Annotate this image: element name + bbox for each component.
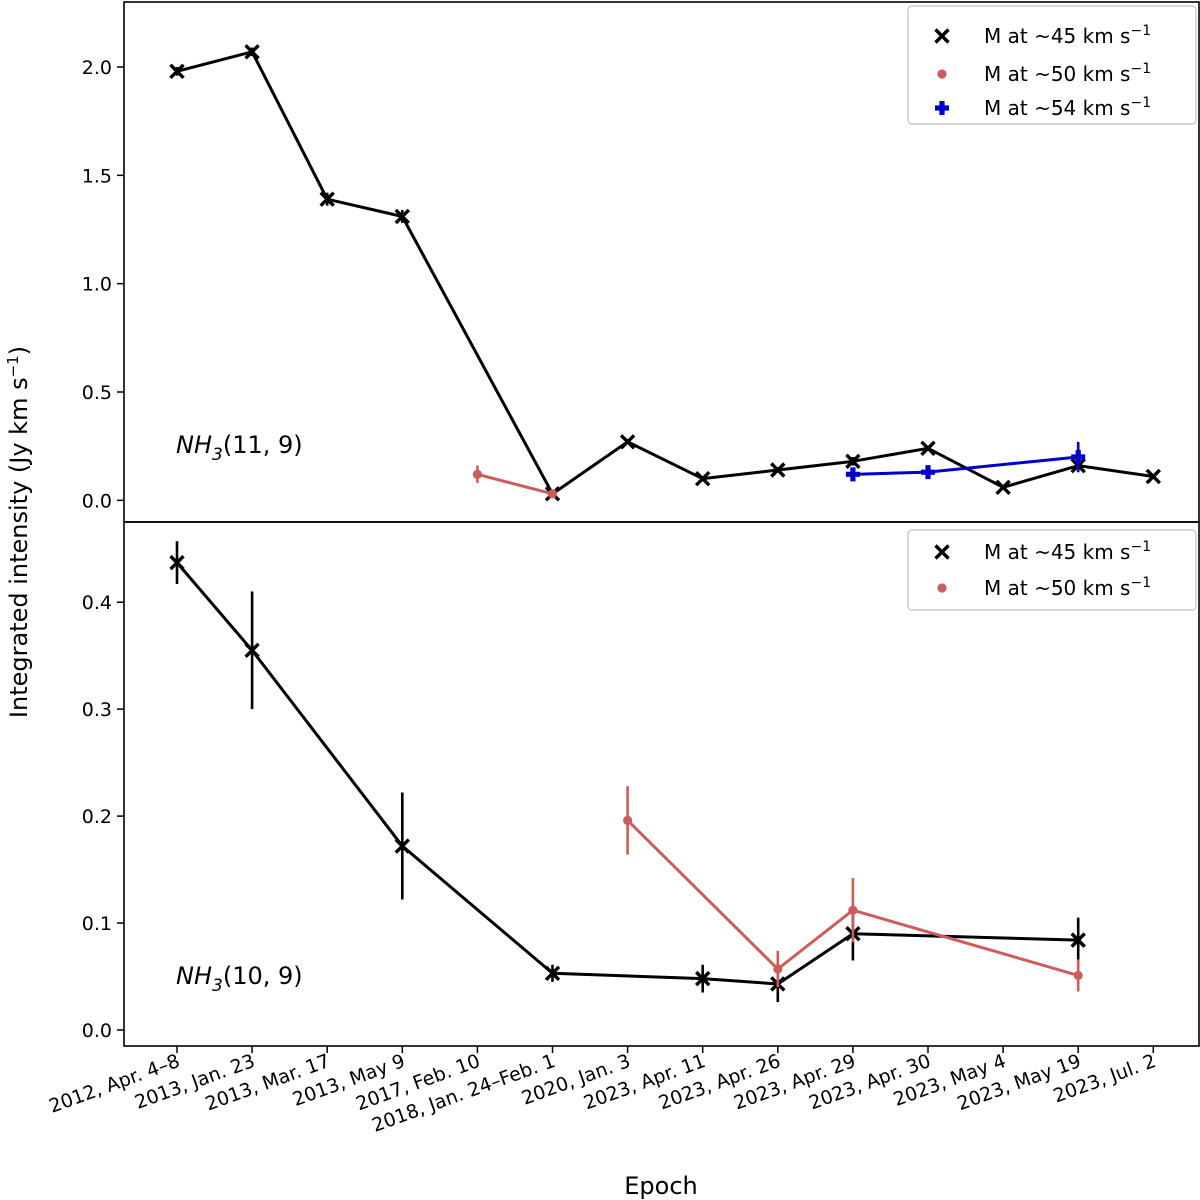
series-line xyxy=(626,819,1079,977)
annotation-subscript: 3 xyxy=(212,976,223,996)
data-point xyxy=(1145,468,1162,485)
data-point xyxy=(472,469,482,479)
panel-annotation: NH3(10, 9) xyxy=(176,962,303,996)
legend-marker xyxy=(935,101,949,115)
legend-label-main: M at ~45 km s xyxy=(984,24,1130,48)
y-axis-label-main: Integrated intensity (Jy km s xyxy=(5,377,33,718)
series-o-2 xyxy=(472,465,558,499)
data-point xyxy=(244,642,260,659)
y-axis-label-close: ) xyxy=(5,346,33,355)
annotation-main: NH xyxy=(176,431,212,459)
legend-label-superscript: −1 xyxy=(1130,23,1151,39)
data-point xyxy=(694,470,711,487)
legend: M at ~45 km s−1M at ~50 km s−1 xyxy=(907,529,1197,611)
data-point xyxy=(169,63,185,80)
y-tick-label: 0.0 xyxy=(82,490,112,512)
legend-marker xyxy=(937,69,947,79)
series-o-2 xyxy=(623,786,1083,992)
data-point xyxy=(921,465,935,480)
legend: M at ~45 km s−1M at ~50 km s−1M at ~54 k… xyxy=(907,5,1197,125)
legend-frame xyxy=(907,5,1197,125)
series-x-1 xyxy=(169,44,1162,502)
y-tick-label: 0.2 xyxy=(82,806,112,828)
legend-label-main: M at ~45 km s xyxy=(984,540,1130,564)
legend-marker xyxy=(934,28,950,44)
data-point xyxy=(995,479,1011,496)
data-point xyxy=(394,838,411,854)
y-axis-label-superscript: −1 xyxy=(4,355,22,377)
series-line xyxy=(477,472,553,496)
annotation-rest: (10, 9) xyxy=(223,962,303,990)
series-line xyxy=(175,561,1079,986)
legend-label-main: M at ~50 km s xyxy=(984,576,1130,600)
y-tick-label: 0.0 xyxy=(82,1020,112,1042)
data-point xyxy=(1071,450,1086,464)
legend-frame xyxy=(907,529,1197,611)
legend-entry-label: M at ~54 km s−1 xyxy=(984,95,1151,120)
data-point xyxy=(773,964,783,974)
data-point xyxy=(544,965,561,981)
series-line xyxy=(852,455,1079,476)
data-point xyxy=(623,815,633,825)
legend-entry-label: M at ~50 km s−1 xyxy=(984,575,1151,600)
y-tick-label: 0.1 xyxy=(82,913,112,935)
legend-entry-label: M at ~45 km s−1 xyxy=(984,23,1151,48)
panel-2: 0.0 0.1 0.2 0.3 0.4 NH3(10, 9) M at ~45 km s−1… xyxy=(82,521,1200,1047)
legend-label-superscript: −1 xyxy=(1130,575,1151,591)
data-point xyxy=(169,554,185,571)
y-tick-label: 0.5 xyxy=(82,382,112,404)
data-point xyxy=(1073,970,1083,981)
legend-label-main: M at ~50 km s xyxy=(984,62,1130,86)
y-tick-label: 2.0 xyxy=(82,57,112,79)
data-point xyxy=(547,489,558,499)
y-axis-label: Integrated intensity (Jy km s−1) xyxy=(4,346,33,718)
legend-label-superscript: −1 xyxy=(1130,539,1151,555)
x-axis-label: Epoch xyxy=(624,1172,698,1200)
legend-entry-label: M at ~50 km s−1 xyxy=(984,61,1151,86)
annotation-main: NH xyxy=(176,962,212,990)
y-tick-label: 0.4 xyxy=(82,592,112,614)
data-point xyxy=(845,453,861,470)
data-point xyxy=(394,208,411,225)
data-point xyxy=(845,467,860,482)
data-point xyxy=(770,462,786,478)
data-point xyxy=(920,440,936,457)
legend-marker xyxy=(937,583,947,593)
data-point xyxy=(619,434,636,450)
annotation-subscript: 3 xyxy=(212,445,223,465)
series-P-3 xyxy=(845,441,1086,482)
data-point xyxy=(1070,932,1086,948)
legend-label-superscript: −1 xyxy=(1130,61,1151,77)
panel-annotation: NH3(11, 9) xyxy=(176,431,303,465)
annotation-rest: (11, 9) xyxy=(223,431,303,459)
legend-marker xyxy=(934,544,950,560)
y-tick-label: 0.3 xyxy=(82,699,112,721)
data-point xyxy=(694,970,711,987)
legend-label-superscript: −1 xyxy=(1130,95,1151,111)
legend-label-main: M at ~54 km s xyxy=(984,96,1130,120)
data-point xyxy=(848,905,858,915)
y-tick-label: 1.0 xyxy=(82,274,112,296)
axes-frame xyxy=(123,521,1200,1047)
data-point xyxy=(244,44,260,60)
legend-entry-label: M at ~45 km s−1 xyxy=(984,539,1151,564)
data-point xyxy=(319,191,335,207)
y-tick-label: 1.5 xyxy=(82,165,112,187)
